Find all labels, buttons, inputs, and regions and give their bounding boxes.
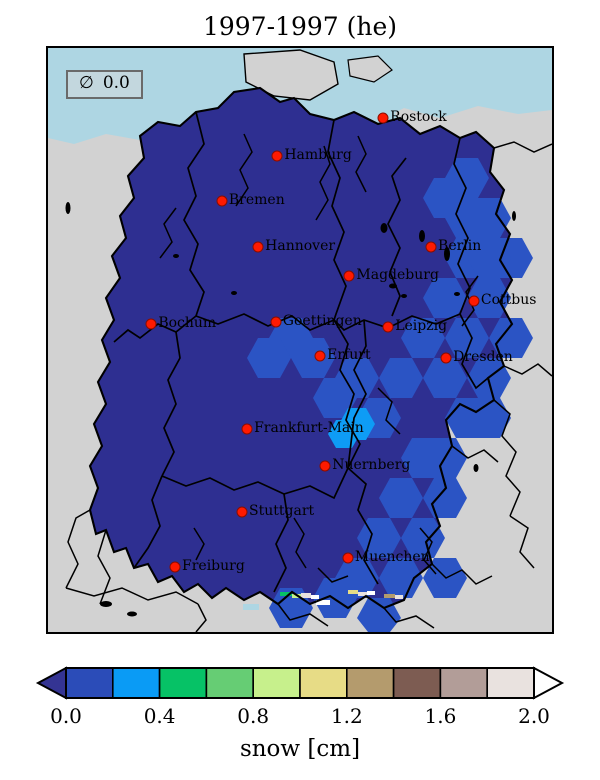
colorbar-segment[interactable] [158,667,208,699]
colorbar-tick-label: 0.0 [50,704,82,728]
rivers-and-coastline [159,133,479,583]
city-dot-icon [241,423,253,435]
state-boundaries [113,111,489,593]
colorbar-segment[interactable] [392,667,442,699]
city-label: Freiburg [182,557,245,574]
city-dot-icon [270,316,282,328]
city-label: Stuttgart [249,502,315,519]
colorbar-axis-label: snow [cm] [239,736,361,762]
city-dot-icon [314,350,326,362]
colorbar-tick-label: 1.6 [424,704,457,728]
colorbar-under-arrow [35,666,67,700]
colorbar-segment[interactable] [439,667,488,699]
city-dot-icon [319,460,331,472]
colorbar-segment[interactable] [345,667,395,699]
city-label: Cottbus [480,291,537,308]
city-dot-icon [440,352,452,364]
mean-symbol-icon: ∅ [79,73,94,93]
mean-value-box: ∅ 0.0 [66,70,143,99]
city-label: Hannover [265,237,336,254]
colorbar-canvas [35,666,565,700]
colorbar-segment[interactable] [299,667,348,699]
city-dot-icon [425,241,437,253]
city-label: Frankfurt-Main [254,419,364,436]
city-dot-icon [169,561,181,573]
page-title: 1997-1997 (he) [202,12,398,41]
city-label: Erfurt [327,347,371,364]
city-label: Muenchen [354,548,430,565]
map-canvas [48,48,552,632]
city-label: Leipzig [395,318,448,335]
colorbar-over-arrow [533,666,565,700]
map-panel[interactable] [46,46,554,634]
city-label: Berlin [438,237,482,254]
colorbar[interactable]: 0.0 0.4 0.8 1.2 1.6 2.0 snow [cm] [0,660,600,780]
city-dot-icon [342,552,354,564]
city-dot-icon [145,318,157,330]
city-dot-icon [382,321,394,333]
neighbour-detail-marks [65,202,516,617]
city-label: Magdeburg [356,266,439,283]
germany-border [88,86,514,610]
city-dot-icon [252,241,264,253]
inland-features [173,223,460,298]
city-dot-icon [271,150,283,162]
city-dot-icon [377,112,389,124]
city-dot-icon [236,506,248,518]
colorbar-segment[interactable] [486,667,535,699]
colorbar-tick-label: 2.0 [518,704,550,728]
mean-value: 0.0 [102,73,130,93]
colorbar-tick-label: 1.2 [330,704,363,728]
colorbar-segment[interactable] [205,667,254,699]
city-dot-icon [343,270,355,282]
city-label: Bremen [228,192,285,208]
colorbar-tick-label: 0.4 [143,704,176,728]
city-label: Dresden [453,348,513,365]
city-label: Goettingen [282,313,362,330]
city-label: Nuernberg [332,457,411,474]
colorbar-segment[interactable] [112,667,161,699]
land-denmark [243,49,339,101]
land-island-a [347,55,393,83]
colorbar-segment[interactable] [252,667,301,699]
city-label: Bochum [158,315,217,332]
colorbar-segment[interactable] [65,667,114,699]
neighbour-country-outlines [65,141,552,632]
snow-class-0p2-0p4 [247,158,533,632]
colorbar-tick-labels: 0.0 0.4 0.8 1.2 1.6 2.0 [0,704,600,734]
colorbar-tick-label: 0.8 [237,704,270,728]
colorbar-outline [65,667,535,699]
city-dot-icon [468,295,480,307]
city-label: Hamburg [284,147,352,164]
city-dot-icon [216,195,228,207]
city-label: Rostock [390,109,447,126]
